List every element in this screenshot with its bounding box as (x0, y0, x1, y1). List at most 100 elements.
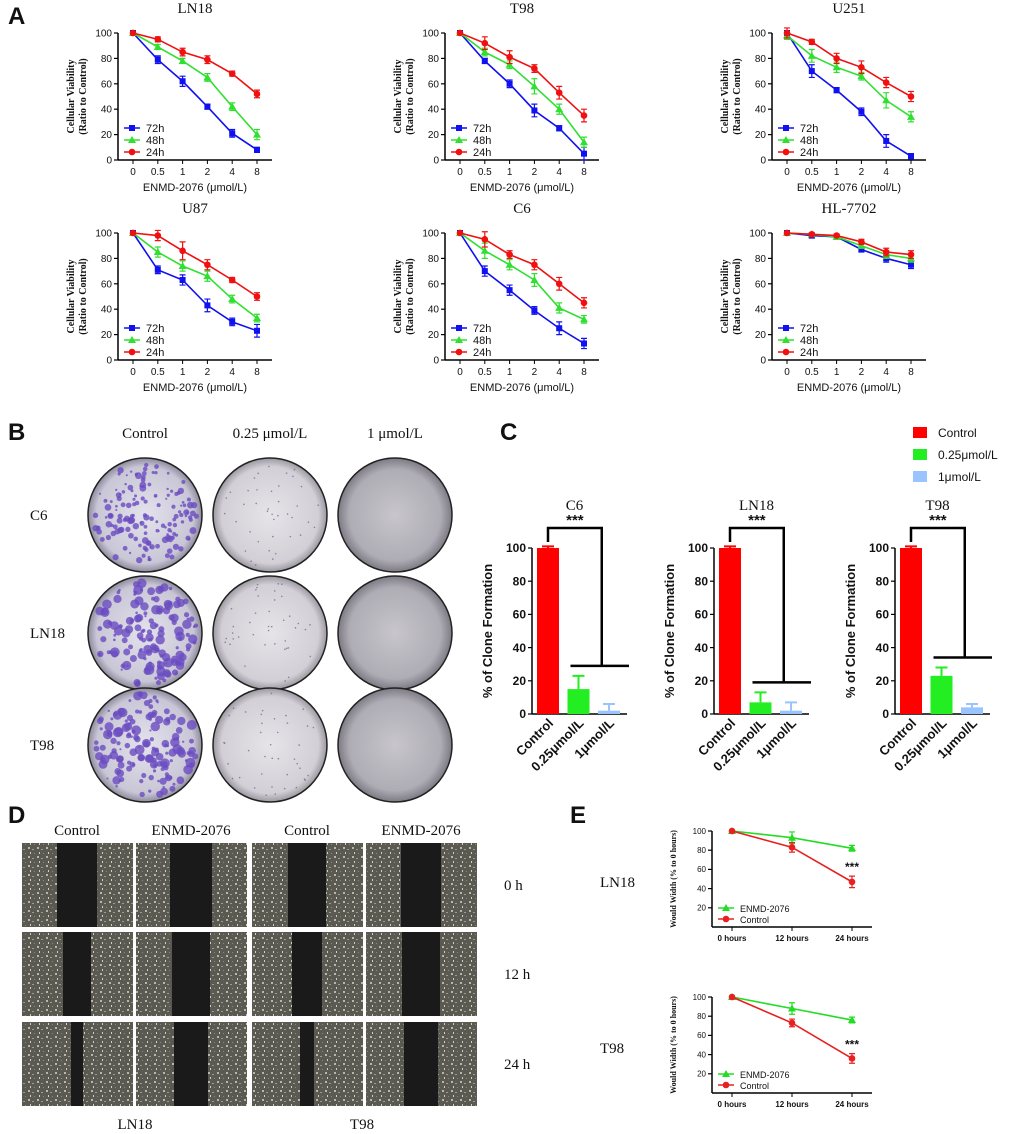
row-label: T98 (30, 738, 54, 754)
colony (161, 536, 169, 544)
colony (140, 629, 145, 634)
colony (151, 470, 155, 474)
x-tick-label: 0 (457, 167, 463, 178)
y-tick-label: 60 (876, 608, 890, 622)
colony (110, 717, 114, 721)
marker (203, 272, 212, 280)
wound-gap (292, 932, 322, 1016)
marker (228, 102, 237, 110)
colony (108, 513, 113, 519)
colony (147, 711, 155, 719)
bar (930, 675, 953, 714)
x-tick-label: 1 (834, 167, 840, 178)
colony (247, 749, 250, 752)
marker (556, 125, 563, 132)
colony (261, 709, 264, 712)
marker (531, 261, 538, 269)
colony (264, 755, 266, 758)
colony (149, 516, 154, 522)
y-tick-label: 20 (697, 904, 706, 913)
column-label: ENMD-2076 (381, 823, 461, 839)
y-tick-label: 100 (422, 29, 439, 40)
legend-label: 72h (473, 323, 491, 335)
colony (109, 500, 113, 503)
wound-gap (401, 843, 441, 927)
legend-label: 72h (146, 323, 164, 335)
legend-marker (129, 125, 135, 131)
colony (284, 640, 287, 642)
marker (506, 287, 513, 294)
colony (228, 714, 230, 717)
colony (293, 758, 296, 760)
panel-letter: C (500, 419, 517, 446)
colony (268, 549, 271, 552)
bar (961, 707, 983, 714)
y-tick-label: 100 (506, 541, 526, 555)
colony (284, 648, 286, 651)
colony (284, 680, 287, 682)
colony (135, 472, 142, 480)
x-tick-label: 24 hours (835, 934, 869, 943)
marker (531, 65, 538, 72)
colony (273, 518, 275, 521)
marker (580, 138, 588, 146)
colony (130, 735, 133, 738)
marker (580, 299, 588, 307)
marker (858, 108, 865, 115)
colony (244, 665, 246, 667)
colony (287, 676, 290, 679)
colony (118, 493, 122, 496)
colony (304, 779, 306, 781)
colony (141, 474, 146, 480)
y-tick-label: 0 (433, 356, 439, 367)
colony (302, 708, 305, 710)
colony (297, 622, 300, 625)
colony (156, 680, 161, 686)
colony (259, 731, 262, 734)
y-tick-label: 60 (697, 1031, 706, 1040)
marker (456, 229, 464, 237)
colony (285, 472, 288, 474)
colony (160, 767, 165, 771)
marker (788, 1019, 796, 1027)
marker (228, 295, 237, 303)
colony (298, 744, 300, 746)
y-axis-label: (Ratio to Control) (78, 258, 89, 334)
culture-dish (337, 687, 453, 803)
colony (260, 713, 263, 716)
y-tick-label: 60 (697, 865, 706, 874)
colony (116, 590, 121, 595)
colony (116, 755, 124, 763)
colony (271, 558, 274, 560)
colony (124, 719, 128, 723)
colony (128, 699, 132, 702)
colony (155, 699, 159, 703)
series-line (786, 232, 912, 266)
column-label: Control (54, 823, 100, 839)
colony (180, 504, 183, 507)
x-tick-label: 0.5 (478, 167, 492, 178)
colony (168, 614, 175, 621)
legend-marker (455, 348, 463, 356)
legend-label: 24h (473, 347, 491, 359)
colony (155, 528, 160, 533)
colony (255, 502, 258, 505)
row-label: 12 h (504, 967, 531, 983)
y-axis-label: (Ratio to Control) (405, 258, 416, 334)
colony (268, 610, 271, 613)
colony (249, 621, 251, 624)
x-axis-label: ENMD-2076 (μmol/L) (143, 182, 247, 194)
significance-bracket (909, 526, 992, 659)
series-line (459, 32, 585, 143)
legend-label: ENMD-2076 (740, 1070, 790, 1080)
legend-label: 24h (800, 147, 818, 159)
row-label: LN18 (30, 626, 65, 642)
colony (265, 794, 268, 797)
colony (261, 722, 263, 725)
colony (99, 744, 106, 751)
colony (136, 578, 147, 589)
x-tick-label: 0 hours (718, 1100, 747, 1109)
colony (176, 776, 185, 785)
colony (113, 594, 122, 604)
marker (154, 36, 162, 43)
